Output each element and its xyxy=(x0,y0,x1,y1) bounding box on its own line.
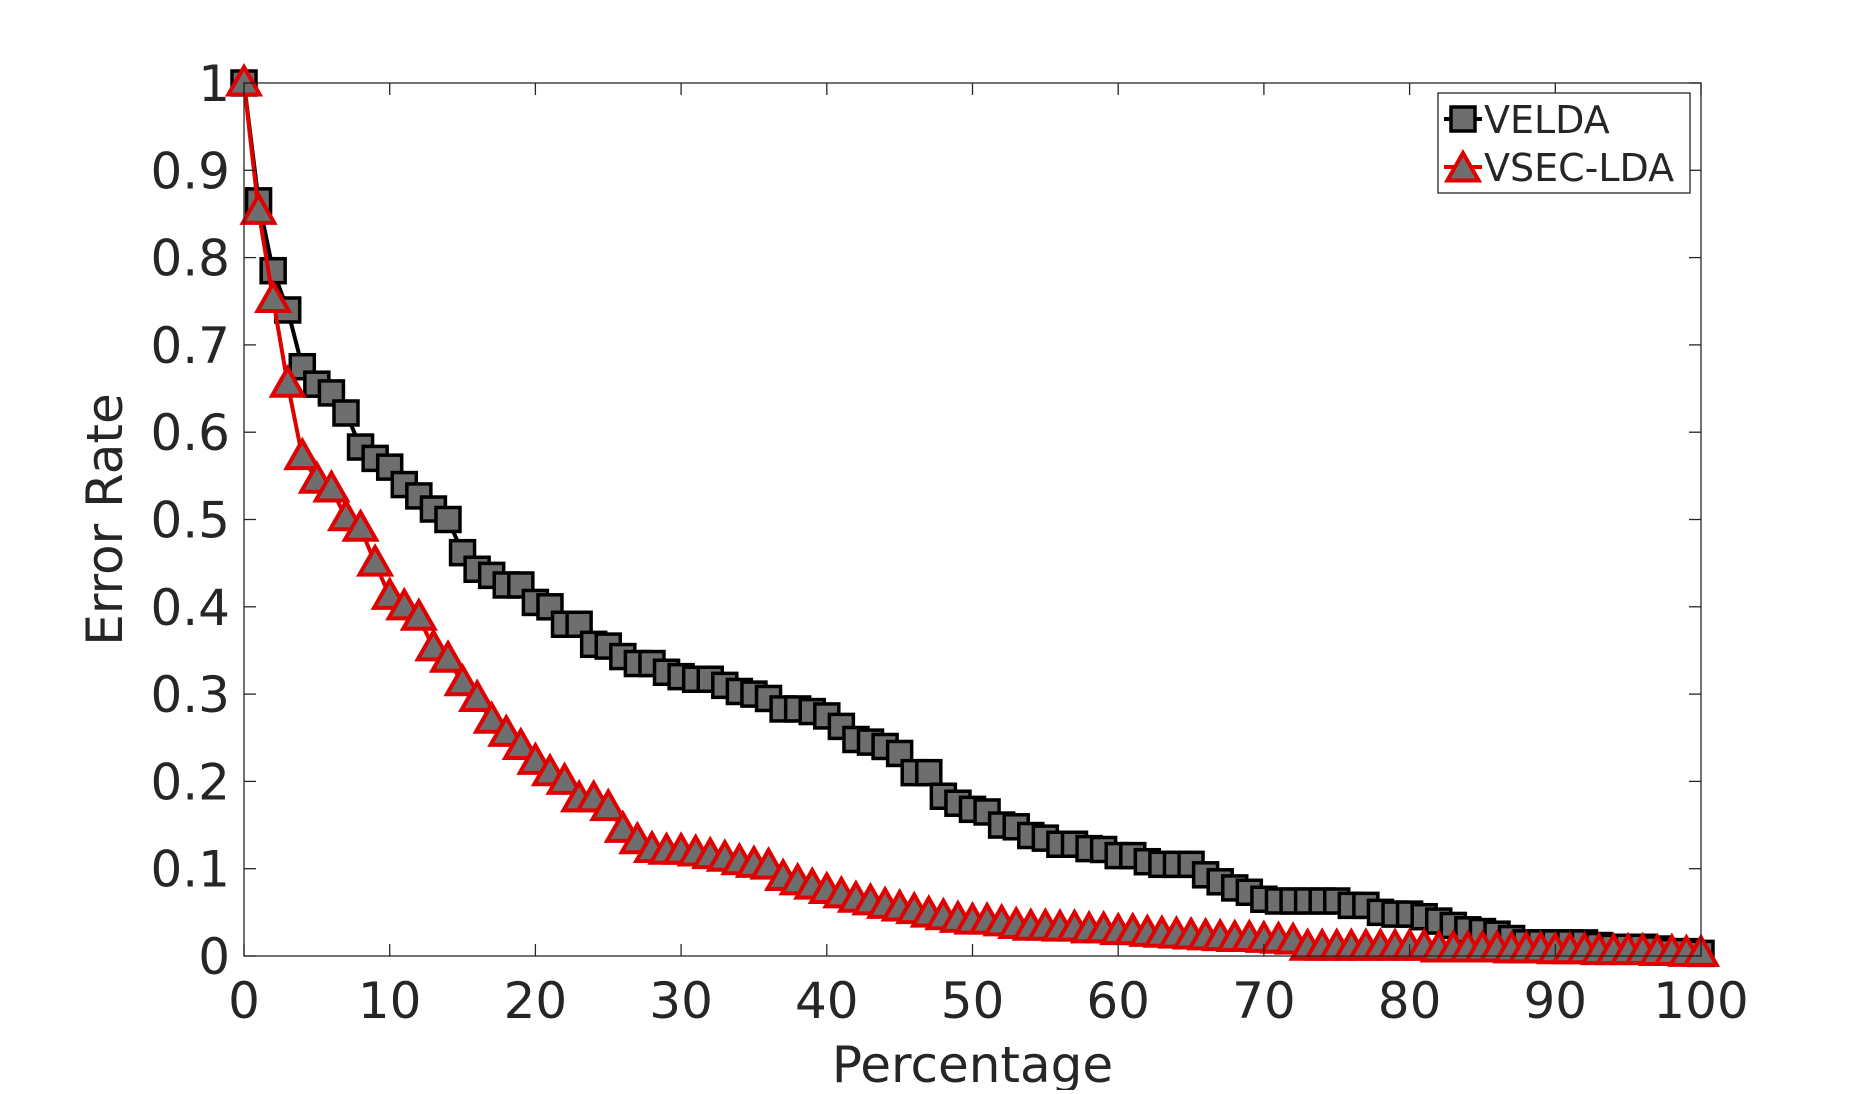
data-point-vsec-lda xyxy=(399,597,438,631)
legend-box xyxy=(1437,92,1691,194)
data-point-vsec-lda xyxy=(457,678,497,712)
data-point-vsec-lda xyxy=(239,191,278,225)
data-point-vsec-lda xyxy=(268,364,307,398)
data-point-velda xyxy=(317,379,346,407)
y-tick-label: 0.4 xyxy=(150,579,230,637)
x-tick-label: 90 xyxy=(1523,972,1587,1030)
data-point-vsec-lda xyxy=(487,713,526,747)
x-tick-label: 10 xyxy=(358,972,422,1030)
x-tick-label: 0 xyxy=(228,972,260,1030)
x-tick-label: 50 xyxy=(941,972,1005,1030)
x-axis-label: Percentage xyxy=(832,1036,1113,1090)
data-point-vsec-lda xyxy=(356,543,395,577)
y-tick-label: 0.8 xyxy=(150,230,230,288)
y-tick-label: 0 xyxy=(198,928,230,986)
y-tick-label: 0.5 xyxy=(150,492,230,550)
data-point-velda xyxy=(332,399,360,427)
x-tick-label: 30 xyxy=(649,972,713,1030)
data-point-vsec-lda xyxy=(443,662,482,697)
legend-entry-velda: VELDA xyxy=(1444,98,1610,142)
data-point-vsec-lda xyxy=(589,787,628,822)
data-point-velda xyxy=(259,256,287,285)
x-tick-label: 100 xyxy=(1653,972,1748,1030)
data-point-vsec-lda xyxy=(254,279,293,314)
series-vsec-lda xyxy=(224,62,1721,967)
x-tick-label: 40 xyxy=(795,972,859,1030)
legend-entry-vsec-lda: VSEC-LDA xyxy=(1443,146,1674,190)
y-axis-label: Error Rate xyxy=(76,393,134,645)
y-tick-label: 0.2 xyxy=(150,753,230,811)
data-point-velda xyxy=(375,453,404,481)
data-point-vsec-lda xyxy=(428,639,468,673)
y-tick-label: 0.7 xyxy=(150,317,230,375)
data-point-velda xyxy=(434,505,462,534)
data-point-velda xyxy=(1449,105,1477,133)
data-point-vsec-lda xyxy=(1443,148,1483,183)
y-tick-label: 0.6 xyxy=(150,404,230,462)
data-point-vsec-lda xyxy=(545,761,584,795)
data-point-vsec-lda xyxy=(472,700,511,734)
x-tick-label: 60 xyxy=(1086,972,1150,1030)
data-point-velda xyxy=(915,758,943,787)
data-point-vsec-lda xyxy=(341,508,380,542)
data-point-velda xyxy=(448,538,477,567)
legend-label-velda: VELDA xyxy=(1484,98,1610,142)
axes-layer: 0 10 20 30 40 50 60 70 80 90 100 0 0.1 0.2 0.3 0.4 0.5 0.… xyxy=(150,55,1748,1030)
series-velda xyxy=(230,69,1715,968)
x-tick-label: 20 xyxy=(504,972,568,1030)
legend-label-vsec-lda: VSEC-LDA xyxy=(1484,146,1674,190)
plot-area-frame xyxy=(243,82,1702,957)
y-tick-label: 0.9 xyxy=(150,142,230,200)
plot-layer xyxy=(224,62,1721,968)
x-tick-label: 80 xyxy=(1378,972,1442,1030)
data-point-vsec-lda xyxy=(312,468,351,503)
x-tick-label: 70 xyxy=(1232,972,1296,1030)
y-tick-label: 0.1 xyxy=(150,841,230,899)
data-point-vsec-lda xyxy=(501,726,540,760)
y-tick-label: 1 xyxy=(198,55,230,113)
data-point-vsec-lda xyxy=(283,436,322,471)
y-tick-label: 0.3 xyxy=(150,666,230,724)
